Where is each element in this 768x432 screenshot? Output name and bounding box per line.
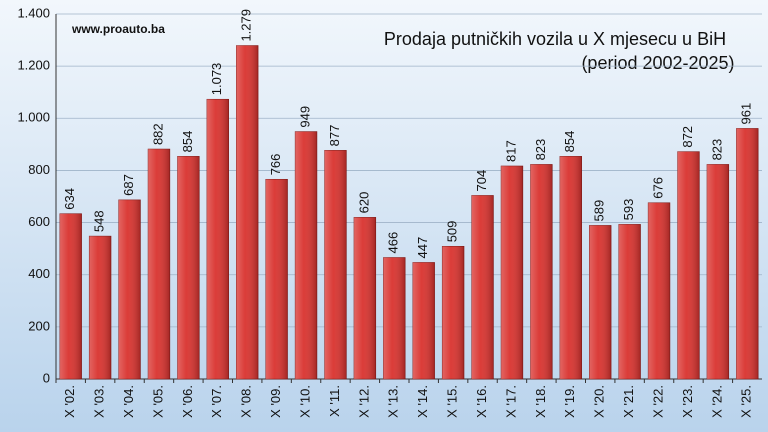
x-tick-label: X '03. — [92, 385, 107, 418]
x-tick-label: X '14. — [415, 385, 430, 418]
x-tick-label: X '22. — [650, 385, 665, 418]
bar-shade — [295, 131, 317, 379]
value-label: 466 — [386, 232, 401, 254]
x-tick-label: X '06. — [180, 385, 195, 418]
x-tick-label: X '09. — [268, 385, 283, 418]
bar-shade — [324, 150, 347, 379]
x-tick-label: X '07. — [209, 385, 224, 418]
bar-shade — [353, 217, 376, 379]
value-label: 949 — [297, 106, 312, 128]
x-tick-label: X '19. — [562, 385, 577, 418]
value-label: 877 — [327, 125, 342, 147]
value-label: 1.279 — [239, 9, 254, 42]
x-tick-label: X '21. — [621, 385, 636, 418]
bar-shade — [59, 213, 82, 379]
value-label: 593 — [621, 199, 636, 221]
x-tick-label: X '08. — [239, 385, 254, 418]
y-tick-label: 400 — [28, 266, 50, 281]
y-tick-label: 1.400 — [17, 5, 50, 20]
x-tick-label: X '02. — [62, 385, 77, 418]
x-tick-label: X '23. — [680, 385, 695, 418]
value-label: 854 — [562, 131, 577, 153]
value-label: 961 — [739, 103, 754, 125]
bar-shade — [677, 151, 700, 379]
bar-shade — [236, 45, 259, 380]
x-tick-label: X '13. — [386, 385, 401, 418]
value-label: 766 — [268, 154, 283, 176]
value-label: 589 — [592, 200, 607, 222]
bar-shade — [383, 257, 406, 379]
y-tick-label: 600 — [28, 214, 50, 229]
chart-title: Prodaja putničkih vozila u X mjesecu u B… — [384, 29, 726, 49]
x-tick-label: X '20. — [592, 385, 607, 418]
value-label: 447 — [415, 237, 430, 259]
bar-shade — [589, 225, 612, 379]
value-label: 509 — [445, 221, 460, 243]
x-tick-label: X '16. — [474, 385, 489, 418]
value-label: 872 — [680, 126, 695, 148]
y-tick-label: 0 — [43, 370, 50, 385]
value-label: 548 — [92, 210, 107, 232]
value-label: 823 — [709, 139, 724, 161]
bar-shade — [559, 156, 582, 379]
x-tick-label: X '12. — [356, 385, 371, 418]
value-label: 817 — [503, 140, 518, 162]
x-tick-label: X '24. — [709, 385, 724, 418]
value-label: 676 — [650, 177, 665, 199]
x-tick-label: X '18. — [533, 385, 548, 418]
bar-shade — [206, 99, 229, 379]
chart-subtitle: (period 2002-2025) — [581, 53, 734, 73]
x-tick-label: X '15. — [445, 385, 460, 418]
y-tick-label: 200 — [28, 318, 50, 333]
bar-shade — [118, 199, 141, 379]
bar-shade — [471, 195, 494, 379]
bar-shade — [618, 224, 641, 379]
x-tick-label: X '11. — [327, 385, 342, 417]
value-label: 854 — [180, 131, 195, 153]
value-label: 823 — [533, 139, 548, 161]
bar-shade — [648, 202, 670, 379]
bar-shade — [89, 236, 112, 379]
value-label: 704 — [474, 170, 489, 192]
bar-shade — [412, 262, 435, 379]
value-label: 687 — [121, 174, 136, 196]
y-tick-label: 1.200 — [17, 58, 50, 73]
bar-shade — [442, 246, 465, 379]
value-label: 620 — [356, 192, 371, 214]
x-tick-label: X '10. — [297, 385, 312, 418]
bar-shade — [530, 164, 553, 379]
value-label: 882 — [150, 123, 165, 145]
bar-shade — [706, 164, 729, 379]
value-label: 1.073 — [209, 63, 224, 96]
bar-shade — [148, 149, 170, 379]
bar-shade — [177, 156, 200, 379]
y-tick-label: 800 — [28, 162, 50, 177]
bar-shade — [501, 165, 523, 379]
x-tick-label: X '17. — [503, 385, 518, 418]
value-label: 634 — [62, 188, 77, 210]
y-tick-label: 1.000 — [17, 110, 50, 125]
x-tick-label: X '04. — [121, 385, 136, 418]
bar-shade — [736, 128, 759, 379]
x-tick-label: X '25. — [739, 385, 754, 418]
x-tick-label: X '05. — [150, 385, 165, 418]
bar-shade — [265, 179, 288, 379]
source: www.proauto.ba — [71, 22, 165, 36]
